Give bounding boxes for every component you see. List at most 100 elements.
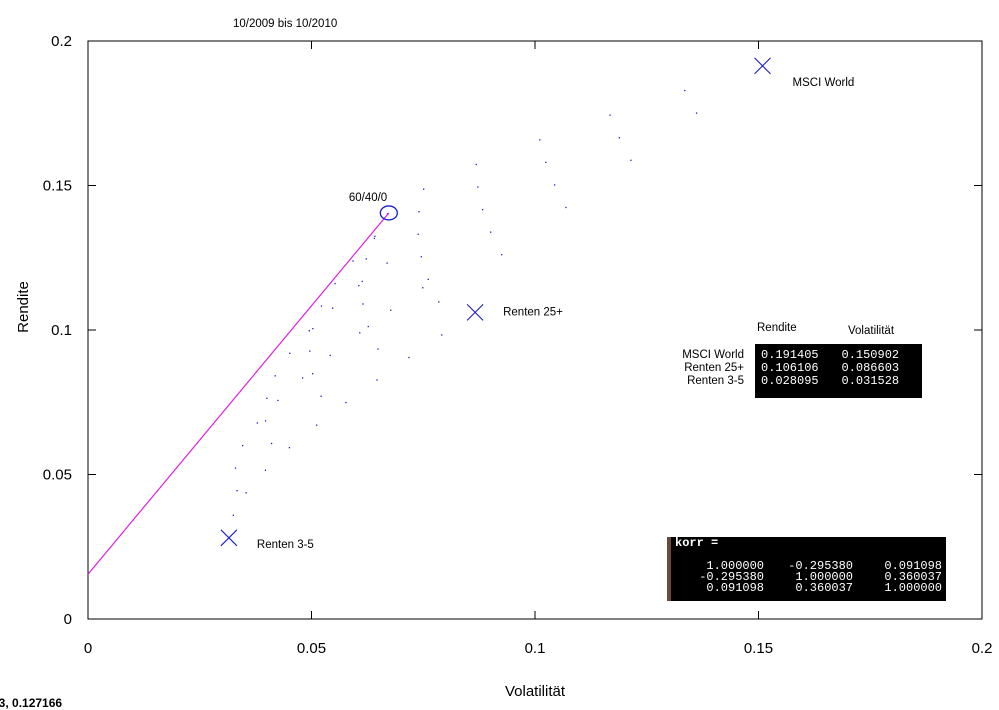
stats-name-msci-world: MSCI World bbox=[682, 349, 744, 361]
korr-cell: -0.295380 bbox=[788, 559, 853, 573]
portfolio-point bbox=[345, 401, 347, 404]
korr-row: 1.000000 -0.295380 0.091098 bbox=[675, 559, 942, 573]
stats-volatility-value: 0.086603 bbox=[841, 361, 900, 375]
portfolio-point bbox=[438, 301, 440, 303]
y-axis-label: Rendite bbox=[15, 281, 32, 333]
portfolio-point bbox=[408, 356, 410, 359]
stats-name-renten-25: Renten 25+ bbox=[684, 362, 744, 374]
efficient-frontier-points bbox=[232, 89, 698, 516]
stats-rendite-value: 0.106106 bbox=[761, 361, 819, 375]
stats-volatility-value: 0.031528 bbox=[841, 374, 900, 388]
portfolio-point bbox=[352, 260, 354, 262]
portfolio-point bbox=[501, 254, 503, 256]
portfolio-point bbox=[334, 282, 336, 285]
stats-row: 0.191405 0.150902 bbox=[761, 349, 922, 362]
optimal-portfolio-label: 60/40/0 bbox=[349, 192, 387, 204]
stats-rendite-value: 0.191405 bbox=[761, 348, 819, 362]
korr-cell: 1.000000 bbox=[706, 559, 764, 573]
portfolio-point bbox=[311, 373, 314, 375]
portfolio-point bbox=[475, 163, 477, 166]
y-tick-label: 0.05 bbox=[43, 467, 72, 484]
x-axis: 0 0.05 0.1 0.15 0.2 bbox=[84, 41, 993, 657]
portfolio-point bbox=[245, 492, 247, 494]
portfolio-point bbox=[320, 395, 322, 397]
asset-marker: Renten 25+ bbox=[466, 303, 563, 321]
y-tick-label: 0.1 bbox=[51, 322, 72, 339]
y-axis: 0 0.05 0.1 0.15 0.2 bbox=[43, 33, 982, 628]
portfolio-point bbox=[386, 262, 388, 264]
y-tick-label: 0.2 bbox=[51, 33, 72, 50]
korr-cell: 1.000000 bbox=[884, 581, 942, 595]
portfolio-point bbox=[234, 467, 237, 469]
portfolio-point bbox=[315, 424, 318, 426]
portfolio-point bbox=[332, 307, 334, 309]
correlation-console: korr = 1.000000 -0.295380 0.091098 -0.2953… bbox=[667, 537, 946, 601]
korr-row: -0.295380 1.000000 0.360037 bbox=[675, 570, 942, 584]
stats-row: 0.106106 0.086603 bbox=[761, 362, 922, 375]
portfolio-point bbox=[420, 256, 422, 258]
portfolio-point bbox=[365, 258, 367, 260]
stats-rendite-value: 0.028095 bbox=[761, 374, 819, 388]
portfolio-point bbox=[482, 208, 484, 211]
stats-values-box: 0.191405 0.150902 0.106106 0.086603 0.02… bbox=[755, 344, 922, 398]
portfolio-point bbox=[418, 211, 420, 213]
portfolio-point bbox=[270, 442, 273, 445]
stats-volatility-value: 0.150902 bbox=[841, 348, 900, 362]
korr-row: 0.091098 0.360037 1.000000 bbox=[675, 581, 942, 595]
portfolio-point bbox=[376, 379, 378, 381]
y-tick-label: 0 bbox=[64, 611, 72, 628]
capital-market-line-layer bbox=[87, 212, 390, 575]
korr-cell: 1.000000 bbox=[795, 570, 853, 584]
portfolio-point bbox=[539, 139, 541, 141]
portfolio-point bbox=[609, 114, 611, 116]
portfolio-point bbox=[242, 444, 244, 447]
portfolio-point bbox=[308, 330, 310, 332]
portfolio-point bbox=[288, 447, 291, 449]
portfolio-point bbox=[553, 184, 556, 186]
korr-cell: 0.091098 bbox=[706, 581, 764, 595]
marker-stroke bbox=[466, 303, 484, 321]
portfolio-point bbox=[358, 284, 360, 287]
asset-label: MSCI World bbox=[793, 77, 855, 89]
stats-header-volatilitaet: Volatilität bbox=[848, 325, 895, 337]
portfolio-point bbox=[362, 303, 364, 305]
portfolio-point bbox=[427, 278, 429, 280]
portfolio-point bbox=[236, 490, 238, 492]
portfolio-point bbox=[390, 309, 392, 311]
portfolio-point bbox=[320, 305, 323, 307]
coordinate-readout: 03, 0.127166 bbox=[0, 696, 63, 710]
portfolio-point bbox=[361, 280, 363, 283]
chart-subtitle: 10/2009 bis 10/2010 bbox=[233, 18, 337, 30]
marker-stroke bbox=[754, 57, 771, 75]
x-tick-label: 0.15 bbox=[744, 640, 773, 657]
portfolio-point bbox=[565, 206, 567, 209]
portfolio-point bbox=[477, 186, 479, 188]
x-tick-label: 0.2 bbox=[972, 640, 993, 657]
portfolio-point bbox=[684, 89, 686, 92]
portfolio-point bbox=[264, 420, 267, 422]
korr-matrix: 1.000000 -0.295380 0.091098 -0.295380 1.000… bbox=[675, 559, 942, 595]
portfolio-point bbox=[359, 332, 361, 334]
stats-row: 0.028095 0.031528 bbox=[761, 375, 922, 388]
portfolio-point bbox=[367, 325, 369, 328]
asset-marker: MSCI World bbox=[754, 57, 855, 89]
portfolio-point bbox=[312, 327, 314, 330]
portfolio-point bbox=[545, 161, 547, 164]
korr-title: korr = bbox=[675, 536, 719, 550]
x-axis-label: Volatilität bbox=[505, 683, 566, 700]
portfolio-point bbox=[422, 287, 424, 289]
x-tick-label: 0.1 bbox=[525, 640, 546, 657]
portfolio-point bbox=[274, 375, 276, 377]
capital-market-line bbox=[87, 212, 390, 575]
korr-cell: 0.360037 bbox=[795, 581, 853, 595]
stats-name-renten-3-5: Renten 3-5 bbox=[687, 375, 744, 387]
portfolio-point bbox=[232, 514, 235, 516]
x-tick-label: 0.05 bbox=[297, 640, 326, 657]
optimal-portfolio-layer: 60/40/0 bbox=[349, 192, 398, 221]
portfolio-point bbox=[423, 188, 425, 190]
x-tick-label: 0 bbox=[84, 640, 92, 657]
portfolio-point bbox=[289, 352, 291, 354]
korr-cell: -0.295380 bbox=[699, 570, 764, 584]
